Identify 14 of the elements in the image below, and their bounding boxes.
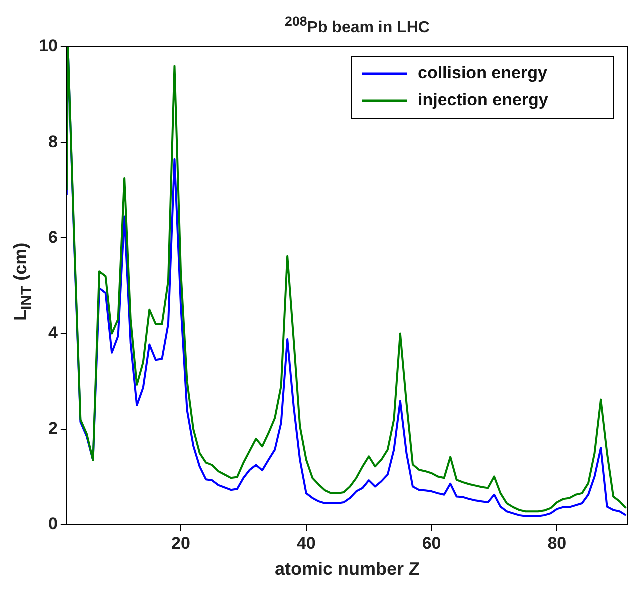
y-tick-label: 4 xyxy=(48,323,58,342)
x-tick-label: 80 xyxy=(548,534,567,553)
x-tick-label: 20 xyxy=(172,534,190,553)
chart-title: $^{208}$Pb beam in LHC xyxy=(284,14,431,38)
legend-label: collision energy xyxy=(418,64,548,83)
y-tick-label: 10 xyxy=(38,36,58,56)
y-tick-label: 0 xyxy=(48,514,58,534)
y-tick-label: 2 xyxy=(48,419,58,438)
x-axis-title: atomic number Z xyxy=(274,559,420,580)
x-tick-label: 40 xyxy=(296,534,316,553)
y-tick-label: 8 xyxy=(48,132,58,152)
y-tick-label: 6 xyxy=(48,228,58,247)
legend-label: injection energy xyxy=(418,90,549,110)
x-tick-label: 60 xyxy=(422,534,442,553)
